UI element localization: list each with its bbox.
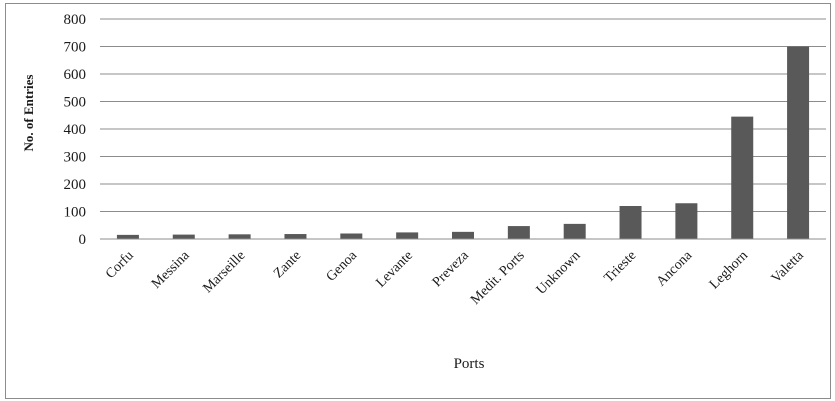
bar — [116, 234, 139, 239]
y-tick-label: 100 — [64, 205, 87, 221]
y-axis-title: No. of Entries — [21, 75, 36, 152]
bar — [731, 116, 754, 239]
x-tick-label: Messina — [149, 248, 193, 292]
y-tick-label: 800 — [64, 12, 87, 28]
x-tick-label: Unknown — [534, 248, 584, 298]
bar — [396, 232, 419, 239]
y-tick-labels: 0 100 200 300 400 500 600 700 800 — [64, 12, 87, 248]
bar — [340, 233, 363, 239]
x-tick-label: Marseille — [200, 248, 248, 296]
x-tick-label: Genoa — [324, 248, 361, 285]
y-tick-label: 600 — [64, 67, 87, 83]
y-tick-label: 700 — [64, 40, 87, 56]
bar — [619, 206, 642, 239]
gridlines — [100, 18, 826, 212]
bar — [172, 234, 195, 239]
x-axis-title: Ports — [454, 356, 485, 372]
x-tick-label: Ancona — [654, 248, 696, 290]
x-tick-label: Preveza — [430, 248, 472, 290]
y-tick-label: 400 — [64, 122, 87, 138]
y-tick-label: 200 — [64, 177, 87, 193]
x-tick-label: Leghorn — [707, 248, 751, 292]
bar — [675, 203, 698, 239]
x-tick-label: Levante — [373, 248, 415, 290]
bar — [284, 234, 307, 239]
bar — [452, 231, 474, 239]
bar — [507, 226, 530, 239]
x-tick-label: Trieste — [602, 248, 640, 286]
y-tick-label: 0 — [79, 232, 87, 248]
x-tick-label: Valetta — [769, 248, 808, 287]
bar — [563, 223, 586, 239]
bars — [116, 46, 810, 239]
x-tick-label: Medit. Ports — [468, 248, 528, 308]
y-tick-label: 500 — [64, 95, 87, 111]
x-tick-label: Corfu — [103, 248, 137, 282]
bar — [787, 46, 810, 239]
y-tick-label: 300 — [64, 150, 87, 166]
x-tick-labels: Corfu Messina Marseille Zante Genoa Levante Pr… — [103, 248, 807, 308]
x-tick-label: Zante — [271, 248, 304, 281]
chart-frame — [5, 3, 831, 399]
bar — [228, 234, 251, 239]
